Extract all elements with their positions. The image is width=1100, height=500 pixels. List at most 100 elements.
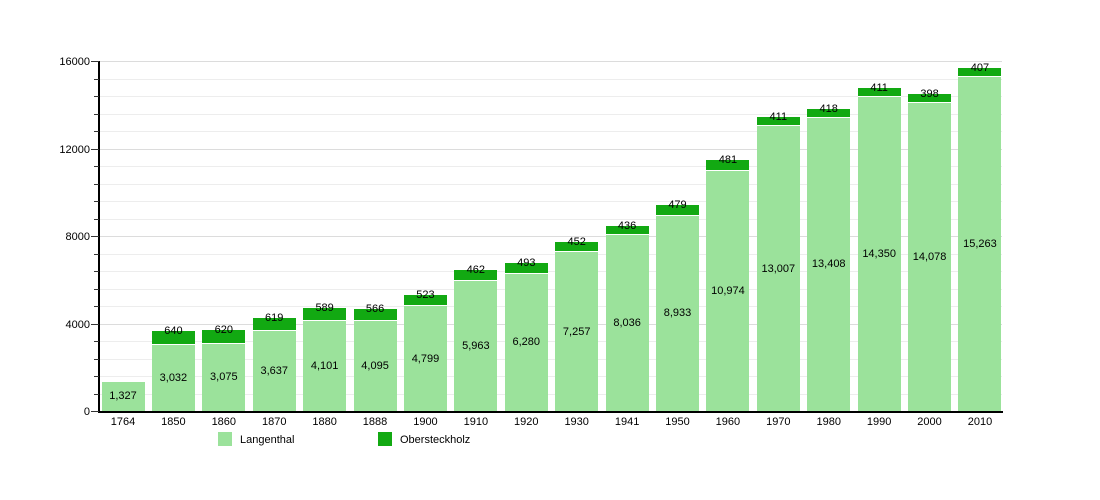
bar-value-langenthal: 13,007 (761, 262, 796, 275)
gridline-minor (99, 376, 1002, 377)
x-axis-label: 1990 (866, 416, 892, 428)
bar-value-langenthal: 13,408 (811, 258, 846, 271)
gridline-minor (99, 306, 1002, 307)
bar-value-obersteckholz: 619 (265, 311, 284, 324)
bar-segment-obersteckholz (605, 225, 649, 236)
bar-value-obersteckholz: 620 (214, 324, 233, 337)
gridline-minor (99, 358, 1002, 360)
bar-segment-langenthal (555, 252, 599, 411)
y-tick-minor (94, 131, 99, 132)
bar-segment-langenthal (908, 103, 952, 411)
y-tick-minor (94, 218, 99, 220)
bar-value-obersteckholz: 481 (718, 154, 738, 167)
x-axis-label: 1960 (715, 416, 741, 428)
bar-value-langenthal: 7,257 (562, 325, 591, 338)
x-axis-label: 2000 (917, 416, 942, 428)
bar-segment-obersteckholz (202, 330, 246, 344)
y-axis-label: 12000 (59, 143, 90, 156)
y-tick-minor (94, 96, 99, 97)
bar-segment-obersteckholz (454, 270, 498, 281)
x-axis-label: 1764 (110, 416, 136, 428)
bar-segment-langenthal (151, 344, 195, 411)
x-axis-label: 1910 (463, 416, 489, 428)
bar-value-langenthal: 4,095 (361, 360, 389, 373)
gridline-minor (99, 288, 1002, 290)
bar-segment-langenthal (353, 321, 397, 411)
bar-value-langenthal: 8,933 (663, 307, 692, 320)
x-axis-label: 1860 (211, 416, 237, 428)
legend-label-obersteckholz: Obersteckholz (400, 434, 471, 446)
x-axis-label: 1980 (816, 416, 841, 428)
gridline-minor (99, 201, 1002, 202)
bar-segment-obersteckholz (303, 308, 347, 322)
x-axis-label: 1970 (766, 416, 791, 428)
y-axis-line (98, 61, 100, 411)
y-tick-minor (94, 393, 99, 395)
bar-segment-obersteckholz (706, 160, 750, 171)
bar-segment-langenthal (807, 117, 851, 411)
bar-value-langenthal: 3,637 (260, 365, 288, 378)
y-axis-label: 0 (83, 406, 90, 418)
bar-value-obersteckholz: 436 (617, 219, 637, 232)
bar-segment-obersteckholz (756, 117, 800, 127)
gridline-minor (99, 183, 1002, 185)
bar-segment-obersteckholz (807, 108, 851, 118)
bar-segment-obersteckholz (353, 309, 397, 322)
y-axis-label: 8000 (65, 231, 90, 243)
bar-value-obersteckholz: 589 (315, 302, 334, 315)
bar-value-obersteckholz: 523 (416, 288, 435, 301)
bar-value-obersteckholz: 398 (920, 88, 939, 101)
y-tick-major (91, 323, 99, 325)
bar-value-obersteckholz: 479 (668, 199, 687, 212)
bar-segment-langenthal (252, 331, 296, 411)
bar-segment-langenthal (504, 273, 548, 411)
y-tick-minor (94, 376, 99, 377)
gridline-minor (99, 166, 1002, 167)
bar-value-langenthal: 14,078 (912, 251, 947, 263)
gridline-major (99, 236, 1002, 237)
bar-value-langenthal: 14,350 (862, 248, 896, 261)
x-axis-label: 1870 (261, 416, 287, 428)
gridline-minor (99, 131, 1002, 132)
gridline-minor (99, 113, 1002, 115)
gridline-minor (99, 253, 1002, 255)
y-tick-minor (94, 306, 99, 307)
x-axis-label: 1900 (413, 416, 438, 428)
bar-value-obersteckholz: 418 (819, 102, 838, 115)
x-axis-line (98, 411, 1003, 413)
legend: Langenthal Obersteckholz (0, 432, 1100, 448)
y-tick-minor (94, 201, 99, 202)
bar-segment-langenthal (454, 280, 498, 411)
bar-segment-obersteckholz (151, 330, 195, 345)
bar-segment-langenthal (706, 170, 750, 411)
x-axis-label: 1941 (614, 416, 640, 428)
x-axis-label: 1850 (161, 416, 186, 428)
x-axis-label: 1950 (665, 416, 690, 428)
x-axis-label: 1888 (362, 416, 388, 428)
bar-value-langenthal: 1,327 (109, 390, 137, 403)
bar-value-langenthal: 3,032 (159, 371, 188, 384)
x-axis-label: 1930 (564, 416, 589, 428)
bar-value-obersteckholz: 452 (567, 236, 586, 249)
bar-segment-obersteckholz (958, 68, 1002, 78)
bar-segment-langenthal (303, 321, 347, 411)
bar-segment-obersteckholz (656, 205, 699, 216)
bar-value-obersteckholz: 411 (870, 82, 888, 95)
gridline-minor (99, 218, 1002, 220)
bar-value-obersteckholz: 566 (365, 303, 385, 316)
legend-swatch-obersteckholz (378, 432, 392, 446)
gridline-minor (99, 393, 1002, 395)
x-axis-label: 1920 (514, 416, 539, 428)
bar-value-langenthal: 15,263 (963, 238, 997, 251)
bar-value-obersteckholz: 640 (164, 324, 183, 337)
bar-value-langenthal: 5,963 (462, 339, 490, 352)
bar-segment-obersteckholz (403, 294, 447, 307)
y-tick-minor (94, 358, 99, 360)
y-axis-label: 16000 (59, 56, 90, 68)
y-tick-major (91, 411, 99, 412)
y-tick-minor (94, 183, 99, 185)
bar-segment-obersteckholz (504, 262, 548, 274)
gridline-minor (99, 78, 1002, 80)
bar-segment-obersteckholz (857, 88, 901, 98)
bar-segment-langenthal (958, 77, 1002, 411)
